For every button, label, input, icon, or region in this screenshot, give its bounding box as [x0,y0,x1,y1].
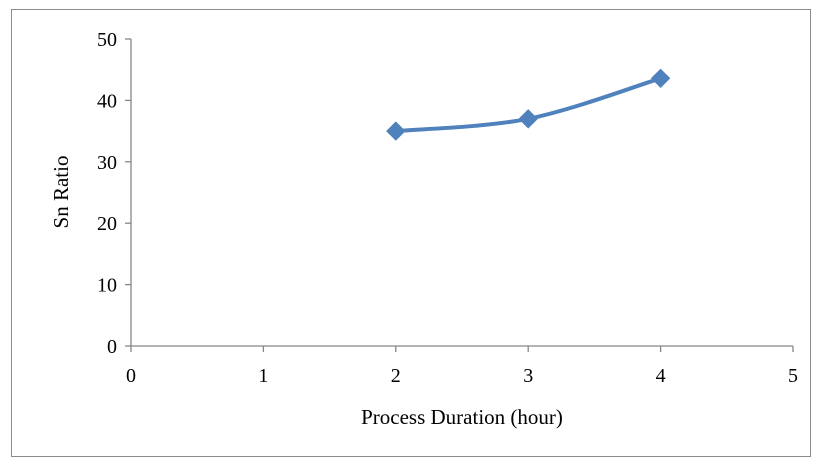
x-tick-label: 2 [391,365,401,387]
axes [130,39,793,347]
x-tick-label: 0 [126,365,136,387]
chart-frame [11,9,811,457]
y-axis-title: Sn Ratio [49,156,73,229]
x-tick-label: 5 [788,365,798,387]
y-tick-label: 10 [97,275,117,297]
y-tick-label: 0 [107,336,117,358]
x-tick-label: 3 [523,365,533,387]
tick-labels: 0 10 20 30 40 50 0 1 2 3 4 5 [97,29,798,387]
x-tick-label: 4 [656,365,666,387]
data-point-marker [518,109,538,129]
y-tick-label: 40 [97,90,117,112]
y-tick-label: 30 [97,152,117,174]
y-tick-label: 50 [97,29,117,51]
x-axis-title: Process Duration (hour) [361,405,563,429]
x-tick-label: 1 [258,365,268,387]
data-point-marker [386,121,406,141]
y-tick-label: 20 [97,213,117,235]
series [386,68,671,141]
ticks [125,38,794,352]
data-point-marker [650,68,671,89]
